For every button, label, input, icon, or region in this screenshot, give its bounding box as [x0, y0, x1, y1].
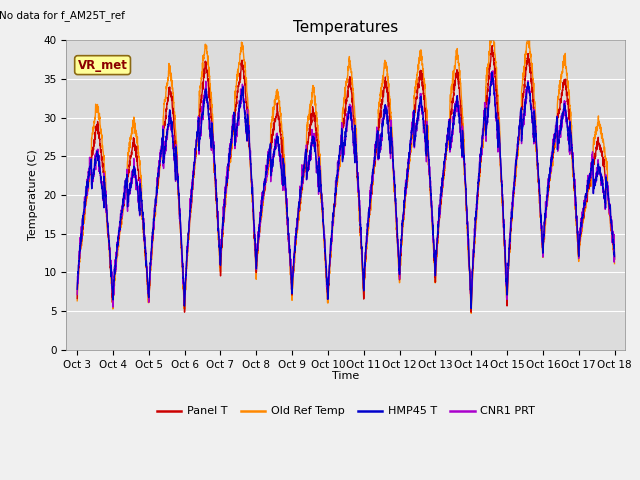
- Panel T: [600, 164, 608, 170]
- Panel T: [134, 168, 142, 174]
- Old Ref Temp: [486, 37, 494, 43]
- CNR1 PRT: [74, 292, 81, 298]
- Line: Old Ref Temp: Old Ref Temp: [77, 40, 614, 313]
- CNR1 PRT: [489, 68, 497, 74]
- HMP45 T: [303, 177, 310, 182]
- Old Ref Temp: [303, 133, 310, 139]
- Panel T: [74, 296, 81, 301]
- Panel T: [280, 158, 287, 164]
- Panel T: [543, 202, 550, 208]
- Old Ref Temp: [611, 261, 618, 266]
- HMP45 T: [166, 109, 174, 115]
- Old Ref Temp: [134, 149, 142, 155]
- Old Ref Temp: [600, 149, 608, 155]
- CNR1 PRT: [109, 304, 117, 310]
- Line: CNR1 PRT: CNR1 PRT: [77, 71, 614, 307]
- CNR1 PRT: [543, 202, 550, 207]
- Panel T: [611, 256, 618, 262]
- CNR1 PRT: [611, 256, 618, 262]
- CNR1 PRT: [166, 116, 174, 121]
- Y-axis label: Temperature (C): Temperature (C): [28, 150, 38, 240]
- Old Ref Temp: [543, 207, 550, 213]
- Old Ref Temp: [74, 298, 81, 304]
- HMP45 T: [543, 199, 550, 204]
- HMP45 T: [280, 156, 287, 161]
- HMP45 T: [600, 194, 608, 200]
- Old Ref Temp: [166, 73, 174, 79]
- Panel T: [467, 309, 475, 315]
- Title: Temperatures: Temperatures: [293, 20, 399, 35]
- Text: No data for f_AM25T_ref: No data for f_AM25T_ref: [0, 11, 125, 22]
- HMP45 T: [74, 287, 81, 292]
- CNR1 PRT: [135, 203, 143, 209]
- Panel T: [488, 43, 496, 48]
- CNR1 PRT: [600, 189, 608, 194]
- CNR1 PRT: [303, 175, 310, 181]
- HMP45 T: [467, 306, 475, 312]
- HMP45 T: [488, 70, 495, 75]
- Text: VR_met: VR_met: [77, 59, 127, 72]
- Old Ref Temp: [280, 135, 287, 141]
- HMP45 T: [611, 253, 618, 259]
- Panel T: [303, 148, 310, 154]
- Legend: Panel T, Old Ref Temp, HMP45 T, CNR1 PRT: Panel T, Old Ref Temp, HMP45 T, CNR1 PRT: [152, 402, 540, 421]
- CNR1 PRT: [280, 169, 287, 175]
- Line: HMP45 T: HMP45 T: [77, 72, 614, 309]
- Old Ref Temp: [467, 311, 475, 316]
- Line: Panel T: Panel T: [77, 46, 614, 312]
- Panel T: [166, 92, 174, 98]
- HMP45 T: [134, 198, 142, 204]
- X-axis label: Time: Time: [332, 371, 360, 381]
